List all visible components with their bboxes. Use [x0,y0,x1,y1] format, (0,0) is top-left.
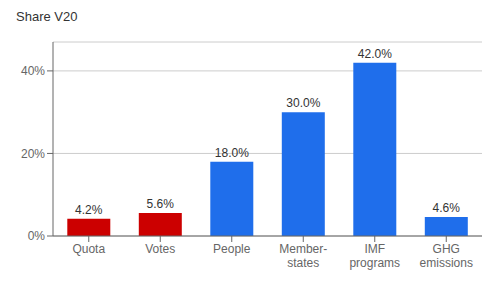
svg-text:40%: 40% [21,64,45,78]
svg-text:Member-states: Member-states [279,242,327,270]
svg-text:4.6%: 4.6% [433,201,461,215]
svg-text:0%: 0% [28,229,46,243]
svg-text:Votes: Votes [145,242,175,256]
svg-text:42.0%: 42.0% [358,47,392,61]
svg-text:GHGemissions: GHGemissions [420,242,473,270]
svg-text:18.0%: 18.0% [215,146,249,160]
svg-text:30.0%: 30.0% [286,96,320,110]
svg-text:People: People [213,242,251,256]
svg-text:Quota: Quota [72,242,105,256]
svg-text:IMFprograms: IMFprograms [349,242,400,270]
svg-text:4.2%: 4.2% [75,203,103,217]
svg-text:20%: 20% [21,147,45,161]
svg-text:5.6%: 5.6% [147,197,175,211]
html-text:Share V20: Share V20 [16,9,78,24]
